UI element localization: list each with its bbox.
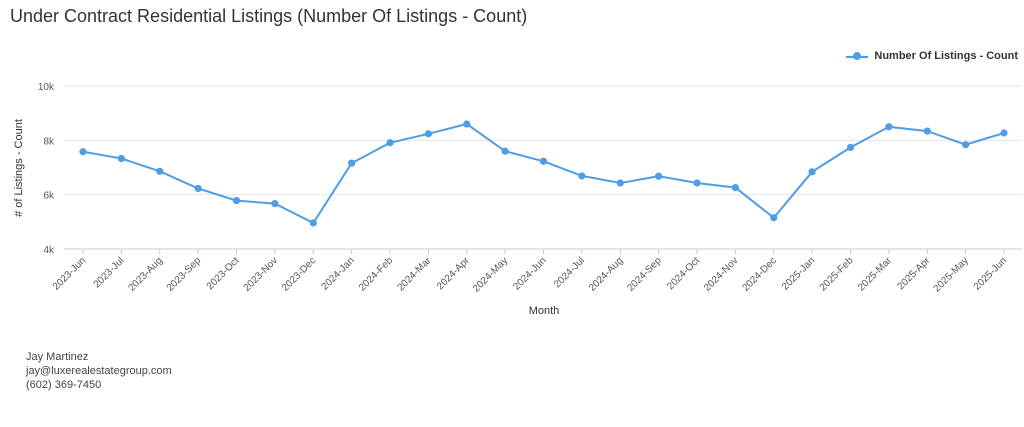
data-point[interactable] — [808, 168, 816, 176]
x-tick-label: 2024-Dec — [740, 255, 778, 293]
x-tick-label: 2024-Sep — [625, 255, 664, 294]
x-tick-label: 2024-Jun — [511, 255, 548, 292]
x-tick-label: 2024-Feb — [357, 255, 395, 293]
x-tick-label: 2023-Sep — [165, 255, 204, 294]
data-point[interactable] — [348, 159, 356, 167]
chart-grid — [64, 85, 1022, 250]
x-tick-label: 2023-Oct — [205, 255, 242, 292]
y-axis-ticks: 4k 6k 8k 10k — [38, 82, 55, 256]
x-tick-label: 2024-Jul — [552, 255, 587, 290]
x-tick-label: 2023-Nov — [242, 255, 280, 293]
data-point[interactable] — [923, 127, 931, 135]
x-tick-label: 2025-Jan — [780, 255, 817, 292]
data-point[interactable] — [616, 179, 624, 187]
data-point[interactable] — [578, 172, 586, 180]
data-point[interactable] — [962, 141, 970, 149]
x-tick-label: 2024-May — [471, 255, 510, 294]
data-point[interactable] — [271, 200, 279, 208]
data-point[interactable] — [117, 154, 125, 163]
y-tick-label: 4k — [43, 245, 55, 256]
data-point[interactable] — [309, 219, 317, 227]
chart-title: Under Contract Residential Listings (Num… — [10, 6, 528, 26]
y-tick-label: 6k — [43, 191, 55, 202]
data-point[interactable] — [463, 120, 471, 128]
y-tick-label: 10k — [38, 82, 55, 93]
line-chart: 4k 6k 8k 10k 2023-Jun 2023-Jul 2023-Aug 2023-S… — [13, 82, 1022, 317]
series-points — [79, 120, 1008, 227]
legend-line-marker-icon — [846, 50, 869, 62]
data-point[interactable] — [156, 167, 164, 175]
chart-legend[interactable]: Number Of Listings - Count — [846, 50, 1018, 62]
data-point[interactable] — [885, 123, 893, 131]
x-tick-label: 2025-Jun — [972, 255, 1009, 292]
y-tick-label: 8k — [43, 136, 55, 147]
data-point[interactable] — [539, 157, 548, 165]
x-tick-label: 2025-Feb — [818, 255, 856, 293]
x-axis-ticks: 2023-Jun 2023-Jul 2023-Aug 2023-Sep 2023-Oct… — [51, 249, 1009, 295]
x-tick-label: 2024-Nov — [702, 255, 740, 293]
agent-phone: (602) 369-7450 — [26, 379, 102, 391]
series-line — [82, 122, 1005, 225]
data-point[interactable] — [501, 147, 509, 155]
data-point[interactable] — [424, 130, 432, 138]
x-tick-label: 2025-Apr — [896, 255, 933, 292]
x-tick-label: 2024-Oct — [665, 255, 702, 292]
legend-label: Number Of Listings - Count — [874, 50, 1018, 62]
x-tick-label: 2023-Dec — [280, 255, 318, 293]
x-axis-label: Month — [529, 305, 560, 317]
x-tick-label: 2024-Jan — [319, 255, 356, 292]
data-point[interactable] — [846, 143, 855, 151]
x-tick-label: 2023-Aug — [126, 255, 164, 293]
data-point[interactable] — [1000, 129, 1008, 137]
data-point[interactable] — [79, 148, 87, 156]
x-tick-label: 2023-Jul — [92, 255, 127, 290]
x-tick-label: 2024-Apr — [435, 255, 472, 292]
agent-email[interactable]: jay@luxerealestategroup.com — [26, 365, 172, 377]
data-point[interactable] — [655, 172, 663, 180]
data-point[interactable] — [386, 139, 394, 147]
contact-footer: Jay Martinez jay@luxerealestategroup.com… — [26, 350, 172, 392]
data-point[interactable] — [232, 197, 241, 205]
data-point[interactable] — [770, 214, 778, 222]
y-axis-label: # of Listings - Count — [13, 119, 25, 217]
x-tick-label: 2023-Jun — [51, 255, 88, 292]
x-tick-label: 2024-Mar — [395, 255, 434, 294]
data-point[interactable] — [693, 179, 701, 187]
agent-name: Jay Martinez — [26, 351, 89, 363]
x-tick-label: 2025-May — [932, 255, 971, 294]
data-point[interactable] — [194, 184, 202, 193]
x-tick-label: 2025-Mar — [856, 255, 895, 294]
x-tick-label: 2024-Aug — [587, 255, 625, 293]
data-point[interactable] — [731, 184, 739, 192]
